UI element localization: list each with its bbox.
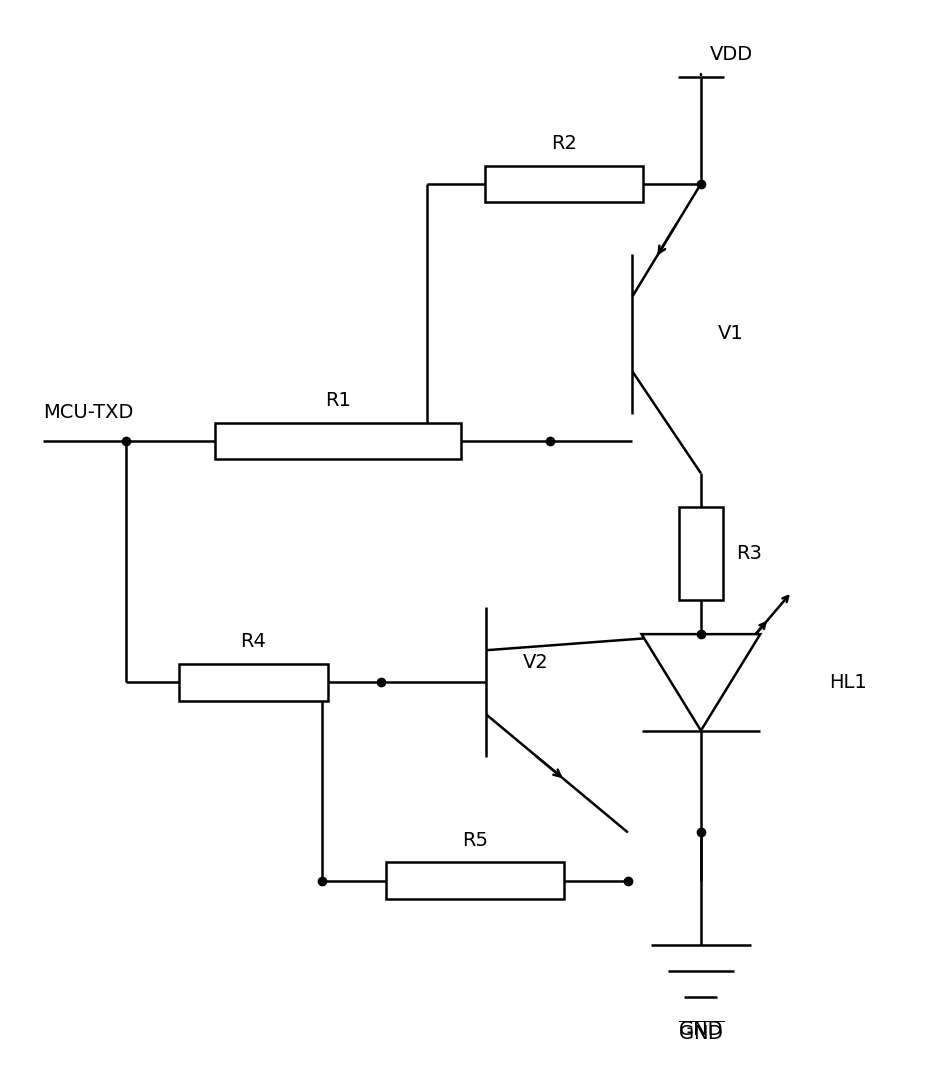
- Text: MCU-TXD: MCU-TXD: [44, 403, 133, 421]
- Text: GND: GND: [679, 1020, 723, 1039]
- Bar: [679, 507, 723, 601]
- Text: V1: V1: [717, 325, 743, 343]
- Bar: [485, 166, 643, 202]
- Text: R3: R3: [737, 544, 762, 564]
- Text: R4: R4: [240, 632, 266, 652]
- Text: HL1: HL1: [829, 673, 867, 692]
- Bar: [387, 862, 564, 899]
- Text: R2: R2: [551, 134, 577, 153]
- Bar: [179, 665, 327, 700]
- Polygon shape: [641, 634, 760, 731]
- Text: R1: R1: [325, 391, 351, 411]
- Bar: [215, 422, 461, 459]
- Text: R5: R5: [462, 831, 488, 849]
- Text: $\overline{\mathrm{GND}}$: $\overline{\mathrm{GND}}$: [678, 1020, 724, 1044]
- Text: VDD: VDD: [710, 45, 753, 64]
- Text: V2: V2: [523, 653, 549, 671]
